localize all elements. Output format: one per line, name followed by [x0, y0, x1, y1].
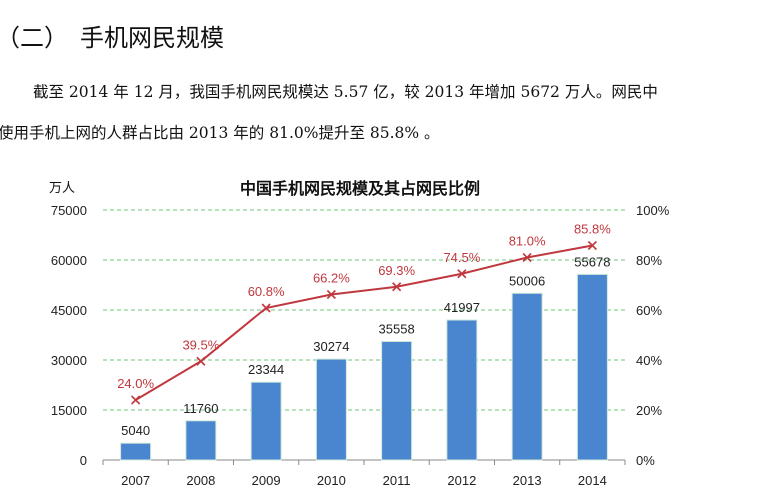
bar — [120, 442, 152, 461]
bar — [511, 292, 543, 461]
bar-value-label: 30274 — [313, 339, 349, 354]
x-tick-label: 2011 — [383, 473, 411, 488]
line-marker — [196, 356, 206, 366]
y-right-tick-label: 40% — [636, 353, 662, 368]
bar-value-label: 50006 — [509, 273, 545, 288]
chart-title: 中国手机网民规模及其占网民比例 — [240, 179, 480, 198]
bar — [381, 340, 413, 461]
bar-value-label: 35558 — [379, 321, 415, 336]
paragraph-line-2: 使用手机上网的人群占比由 2013 年的 81.0%提升至 85.8% 。 — [0, 124, 440, 142]
mobile-netizen-chart: 中国手机网民规模及其占网民比例 万人 0 15000 30000 45000 60000… — [49, 179, 670, 488]
line-marker — [261, 303, 271, 313]
y-left-tick-label: 15000 — [51, 403, 87, 418]
bar — [576, 273, 608, 461]
section-heading: （二） 手机网民规模 — [0, 24, 224, 52]
line-marker — [522, 252, 532, 263]
line-value-label: 85.8% — [574, 222, 611, 237]
y-right-tick-label: 20% — [636, 403, 662, 418]
x-tick-label: 2014 — [578, 473, 607, 488]
y-left-tick-label: 45000 — [51, 303, 87, 318]
line-marker — [457, 269, 467, 279]
bar — [250, 381, 282, 461]
y-right-tick-label: 100% — [636, 203, 670, 218]
bar-value-label: 55678 — [574, 254, 610, 269]
percent-line — [135, 244, 593, 401]
bar-value-label: 5040 — [121, 423, 150, 438]
bar — [185, 420, 217, 461]
y-left-tick-label: 30000 — [51, 353, 87, 368]
y-left-tick-label: 60000 — [51, 253, 87, 268]
y-right-tick-label: 60% — [636, 303, 662, 318]
line-marker — [392, 282, 402, 292]
line-value-label: 66.2% — [313, 271, 350, 286]
line-value-label: 81.0% — [509, 234, 546, 249]
bar-value-label: 41997 — [444, 300, 480, 315]
line-value-label: 39.5% — [182, 337, 219, 352]
line-value-label: 60.8% — [248, 284, 285, 299]
line-marker — [587, 240, 597, 251]
x-tick-label: 2008 — [186, 473, 215, 488]
x-tick-label: 2013 — [513, 473, 542, 488]
y-right-tick-label: 80% — [636, 253, 662, 268]
y-right-tick-label: 0% — [636, 453, 655, 468]
line-value-label: 69.3% — [378, 263, 415, 278]
bar — [446, 319, 478, 461]
y-left-tick-label: 75000 — [51, 203, 87, 218]
x-tick-label: 2007 — [121, 473, 150, 488]
paragraph-line-1: 截至 2014 年 12 月，我国手机网民规模达 5.57 亿，较 2013 年… — [33, 83, 658, 101]
bar — [315, 358, 347, 461]
x-tick-label: 2012 — [447, 473, 476, 488]
x-tick-label: 2009 — [252, 473, 281, 488]
y-axis-label: 万人 — [49, 180, 75, 195]
x-tick-label: 2010 — [317, 473, 346, 488]
bar-value-label: 11760 — [183, 401, 218, 416]
line-value-label: 24.0% — [117, 376, 154, 391]
bar-value-label: 23344 — [248, 362, 284, 377]
line-value-label: 74.5% — [443, 250, 480, 265]
line-marker — [131, 395, 141, 405]
y-left-tick-label: 0 — [80, 453, 87, 468]
line-marker — [326, 289, 336, 300]
